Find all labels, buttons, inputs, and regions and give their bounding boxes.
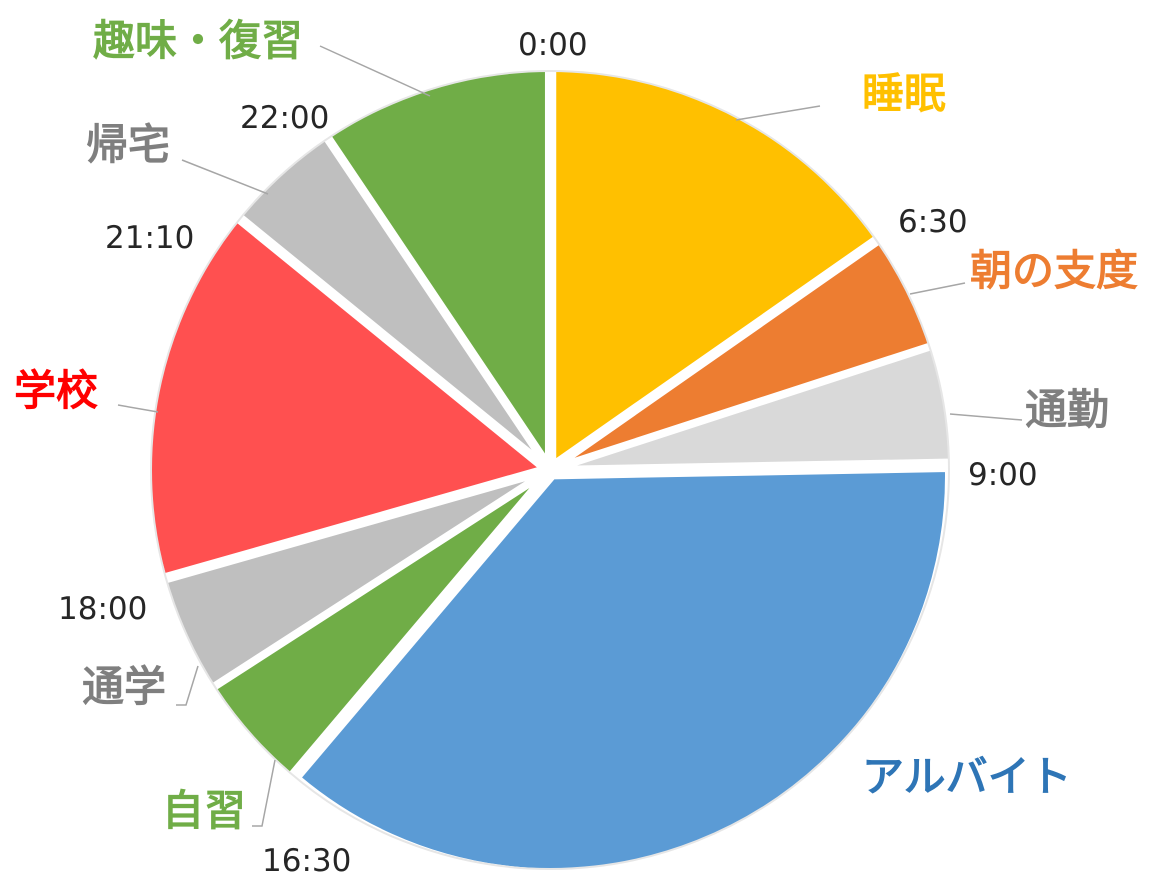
pie-outline bbox=[150, 70, 950, 870]
slice-label-to-school: 通学 bbox=[82, 662, 167, 711]
pie-slice-7 bbox=[236, 133, 549, 468]
pie-slice-2 bbox=[553, 343, 955, 472]
leader-line-commute bbox=[949, 413, 1023, 421]
leader-line-school bbox=[117, 404, 159, 413]
slice-label-school: 学校 bbox=[14, 366, 99, 415]
slice-label-morning-prep: 朝の支度 bbox=[970, 246, 1139, 295]
leader-line-toschool bbox=[176, 665, 199, 706]
slice-label-return-home: 帰宅 bbox=[86, 120, 171, 169]
pie-slice-6 bbox=[145, 216, 547, 580]
slice-label-sleep: 睡眠 bbox=[862, 69, 947, 118]
time-marker-1630: 16:30 bbox=[262, 843, 352, 879]
time-marker-2200: 22:00 bbox=[240, 100, 330, 136]
time-marker-1800: 18:00 bbox=[58, 591, 148, 627]
leader-line-morning bbox=[909, 282, 966, 295]
time-marker-0000: 0:00 bbox=[518, 27, 588, 63]
pie-slices bbox=[145, 65, 955, 875]
slice-label-part-time-job: アルバイト bbox=[862, 752, 1072, 801]
leader-line-home bbox=[181, 159, 269, 195]
pie-slice-0 bbox=[550, 65, 881, 467]
time-marker-2110: 21:10 bbox=[105, 220, 195, 256]
pie-slice-8 bbox=[324, 65, 551, 467]
slice-label-self-study: 自習 bbox=[162, 786, 247, 835]
leader-lines bbox=[117, 45, 1023, 827]
slice-label-hobby-review: 趣味・復習 bbox=[93, 16, 304, 65]
leader-line-sleep bbox=[735, 105, 821, 121]
leader-line-selfstudy bbox=[252, 759, 276, 827]
time-marker-0900: 9:00 bbox=[968, 457, 1038, 493]
time-marker-0630: 6:30 bbox=[898, 204, 968, 240]
slice-label-commute: 通勤 bbox=[1025, 385, 1110, 434]
leader-line-hobby bbox=[319, 45, 431, 97]
pie-slice-5 bbox=[160, 469, 547, 690]
